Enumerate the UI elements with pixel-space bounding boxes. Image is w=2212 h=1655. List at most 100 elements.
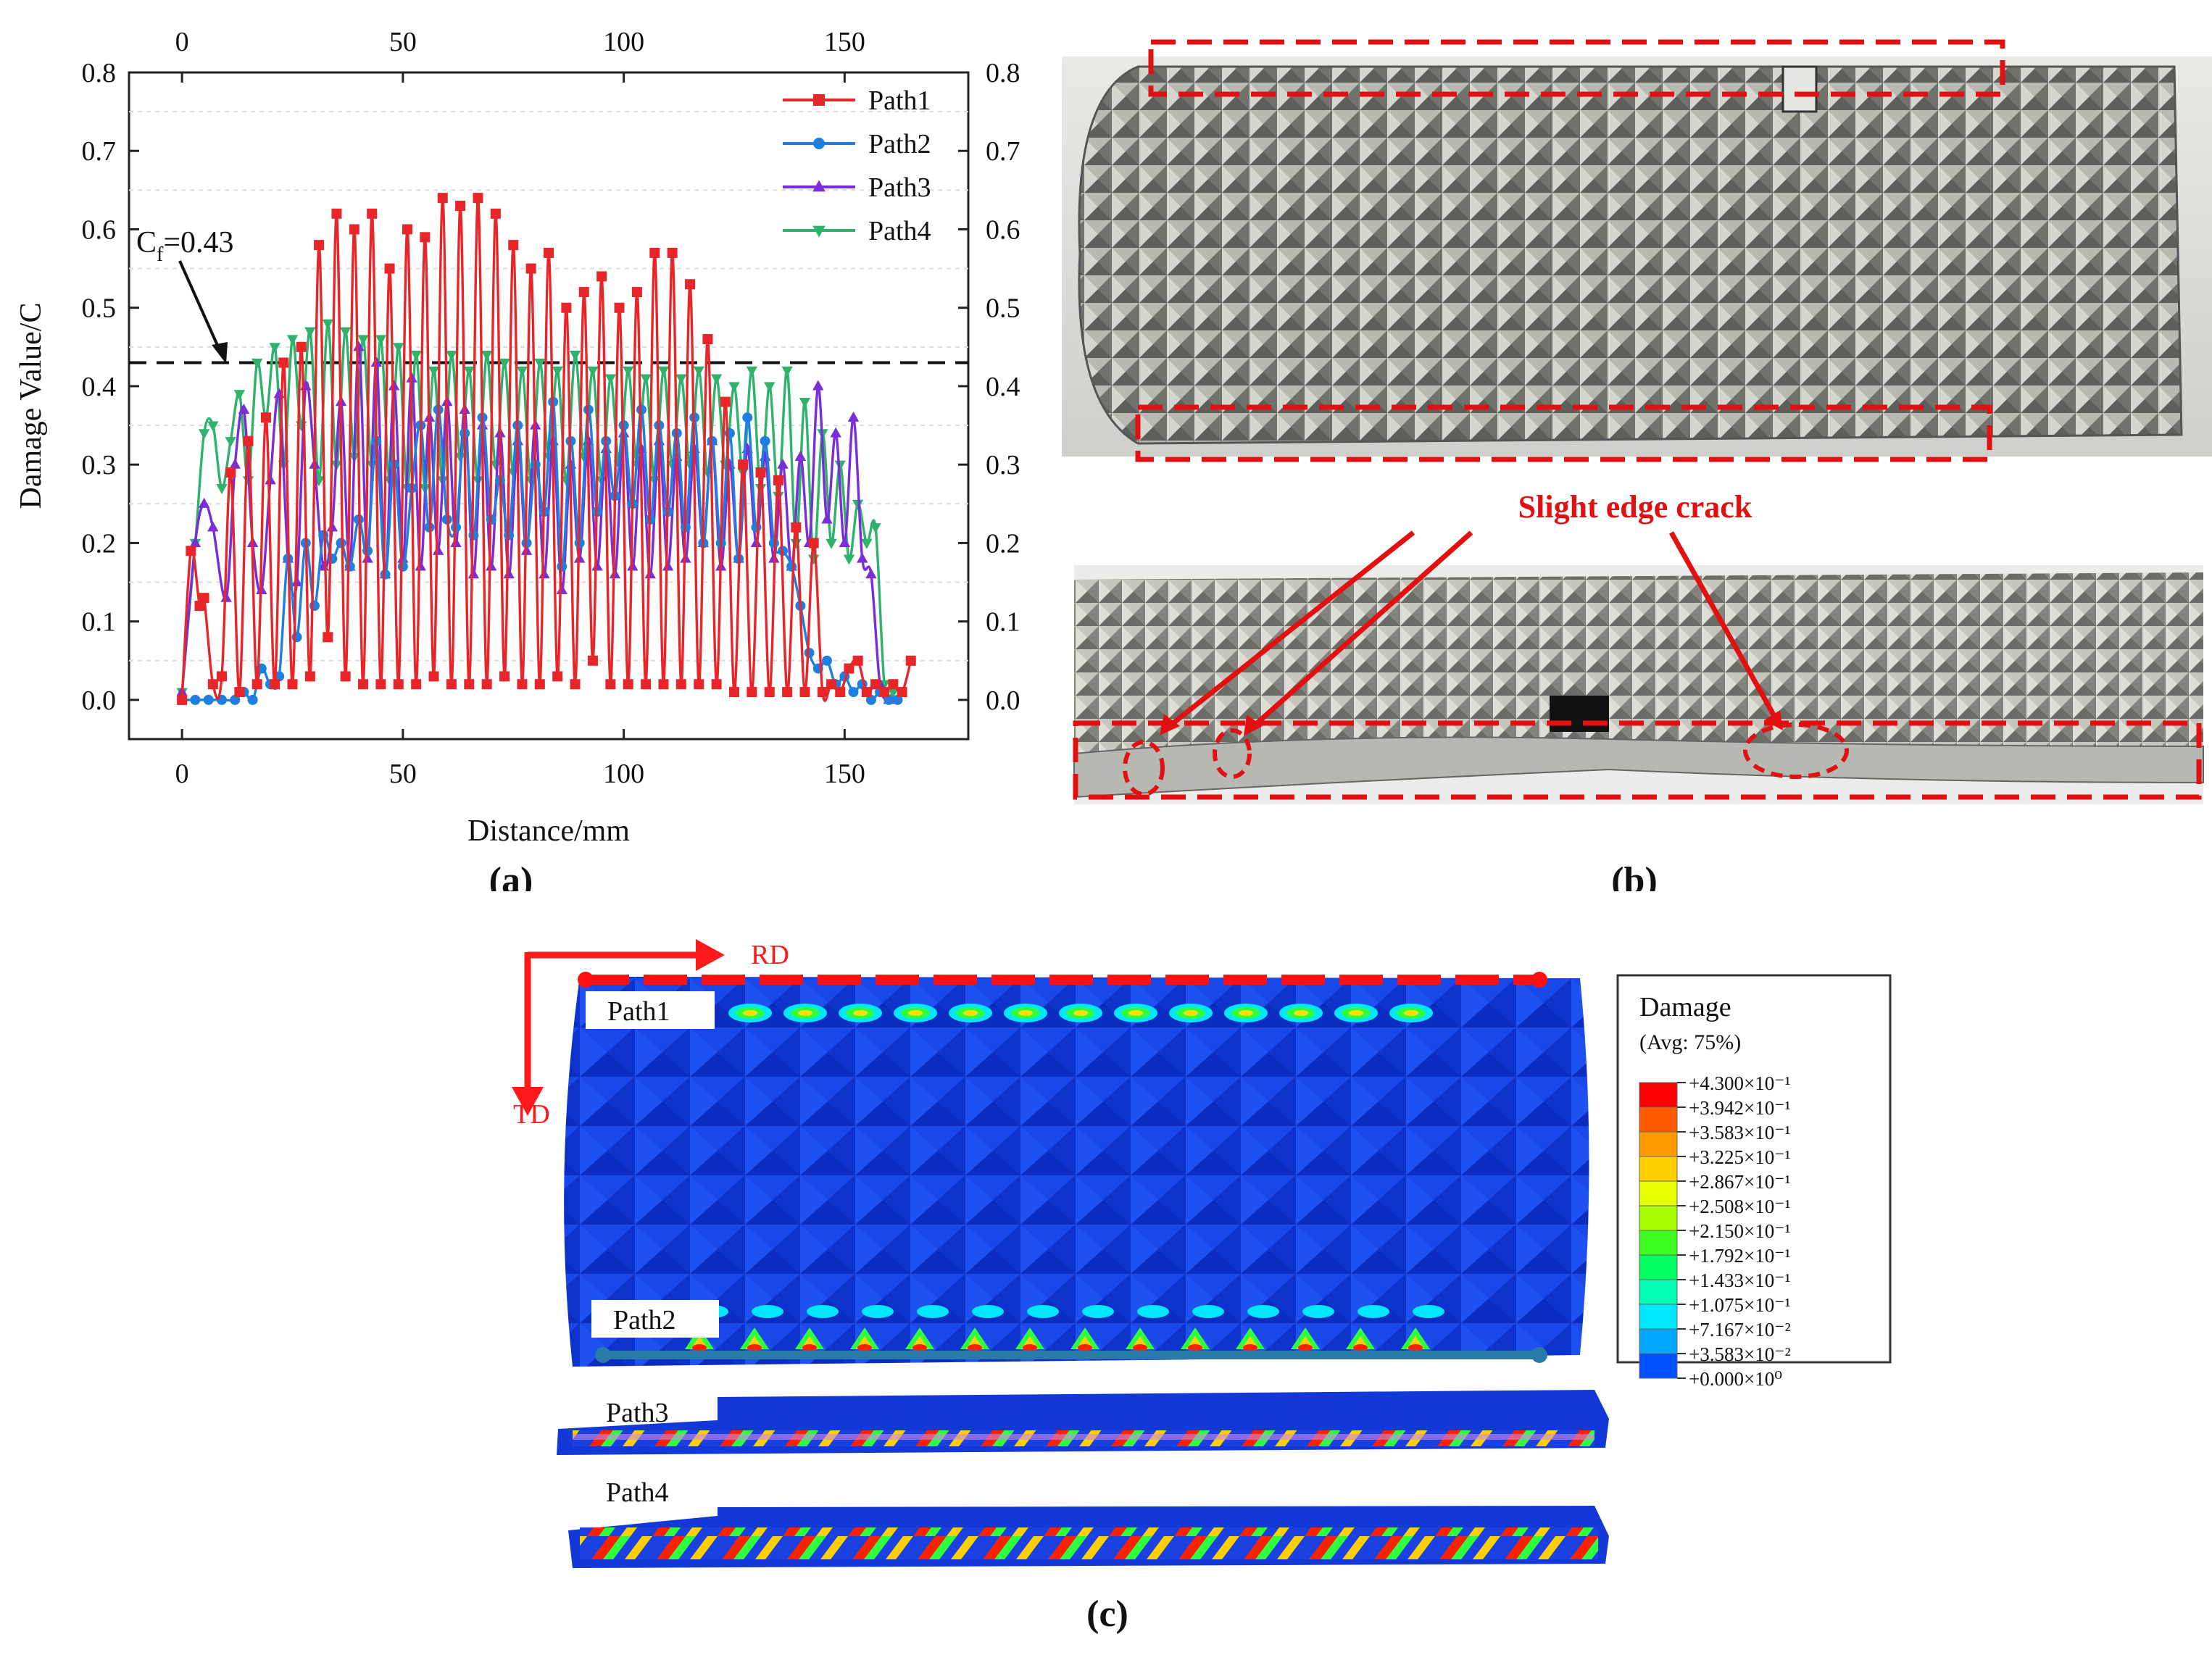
data-point [764, 687, 775, 698]
y-tick-label-right: 0.4 [986, 372, 1020, 402]
data-point [397, 561, 408, 572]
data-point [243, 435, 254, 446]
data-point [561, 302, 572, 313]
data-point [852, 655, 863, 666]
data-point [636, 404, 646, 415]
series-path1 [177, 193, 916, 705]
hot-spot-top [1224, 1004, 1268, 1022]
data-point [710, 374, 723, 385]
data-point [233, 390, 246, 401]
data-point [415, 560, 426, 571]
path3-strip: Path3 [557, 1390, 1609, 1455]
data-point [296, 341, 307, 352]
x-tick-label: 50 [389, 759, 417, 789]
data-point [631, 287, 642, 298]
data-point [578, 287, 589, 298]
data-point [207, 679, 218, 690]
hot-spot-bottom [1401, 1305, 1444, 1351]
data-point [821, 513, 833, 524]
threshold-annotation: Cf=0.43 [136, 226, 234, 364]
data-point [641, 679, 652, 690]
y-tick-label-right: 0.3 [986, 450, 1020, 480]
y-tick-label-right: 0.2 [986, 528, 1020, 559]
data-point [742, 412, 753, 423]
legend-value: +1.075×10⁻¹ [1689, 1294, 1791, 1316]
data-point [287, 679, 298, 690]
data-point [870, 679, 881, 690]
data-point [238, 404, 250, 414]
data-point [544, 247, 554, 258]
data-point [286, 335, 299, 346]
y-tick-label: 0.6 [82, 214, 117, 245]
data-point [216, 484, 228, 495]
hot-spot-top [1334, 1004, 1378, 1022]
data-point [199, 593, 209, 604]
data-point [198, 497, 210, 508]
hot-spot-bottom [1070, 1305, 1114, 1351]
data-point [260, 412, 271, 423]
data-point [870, 523, 881, 534]
x-axis-title: Distance/mm [467, 814, 630, 848]
data-point [604, 374, 617, 385]
data-point [420, 232, 431, 243]
data-point [888, 679, 899, 690]
legend-value: +3.225×10⁻¹ [1689, 1146, 1791, 1168]
legend-value: +0.000×10⁰ [1689, 1368, 1782, 1390]
data-point [177, 694, 188, 705]
dashed-box-bottom [1135, 404, 1992, 462]
chart-legend: Path1 Path2 Path3 Path4 [783, 86, 931, 246]
data-point [791, 522, 802, 533]
data-point [251, 679, 262, 690]
data-point [812, 380, 824, 391]
data-point [428, 671, 439, 682]
data-point [835, 687, 846, 698]
y-tick-label: 0.1 [82, 607, 117, 638]
hot-spot-bottom [850, 1305, 894, 1351]
y-tick-label: 0.4 [82, 372, 117, 402]
data-point [821, 655, 832, 666]
x-tick-label: 100 [603, 759, 644, 789]
legend-label: Path1 [868, 86, 931, 116]
x-tick-label-top: 100 [603, 27, 644, 57]
legend-value: +1.792×10⁻¹ [1689, 1245, 1791, 1267]
data-point [764, 382, 776, 393]
data-point [344, 561, 355, 572]
data-point [380, 569, 391, 580]
svg-text:Cf=0.43: Cf=0.43 [136, 226, 234, 266]
data-point [225, 467, 236, 478]
side-notch [1550, 696, 1609, 732]
data-point [702, 334, 713, 344]
data-point [230, 694, 241, 705]
y-tick-label: 0.8 [82, 58, 117, 88]
hot-spot-bottom [1126, 1305, 1169, 1351]
data-point [570, 679, 581, 690]
data-point [499, 671, 510, 682]
legend-value: +7.167×10⁻² [1689, 1319, 1791, 1341]
crack-label: Slight edge crack [1518, 489, 1752, 525]
data-point [905, 655, 916, 666]
legend-swatch [1639, 1254, 1678, 1280]
data-point [473, 193, 483, 204]
data-point [808, 538, 819, 549]
threshold-label-rest: =0.43 [163, 226, 233, 259]
data-point [640, 374, 652, 385]
damage-line-chart: 0 0 50 50 100 100 150 150 0.0 0.0 0.1 0.1 0.2 0.2 0.3 0… [14, 27, 1020, 891]
data-point [251, 358, 263, 369]
data-point [375, 679, 386, 690]
data-point [463, 366, 475, 377]
data-point [865, 694, 876, 705]
data-point [508, 240, 519, 251]
legend-item-path4: Path4 [783, 216, 931, 246]
data-point [552, 366, 563, 377]
legend-swatch [1639, 1156, 1678, 1182]
data-point [892, 694, 903, 705]
data-point [516, 366, 528, 377]
legend-value: +2.150×10⁻¹ [1689, 1220, 1791, 1242]
hot-spot-bottom [1181, 1305, 1224, 1351]
data-point [826, 679, 837, 690]
data-point [658, 679, 669, 690]
hot-spot-bottom [1291, 1305, 1334, 1351]
data-point [234, 687, 245, 698]
data-point [865, 568, 877, 579]
top-specimen-photo [1062, 39, 2212, 462]
